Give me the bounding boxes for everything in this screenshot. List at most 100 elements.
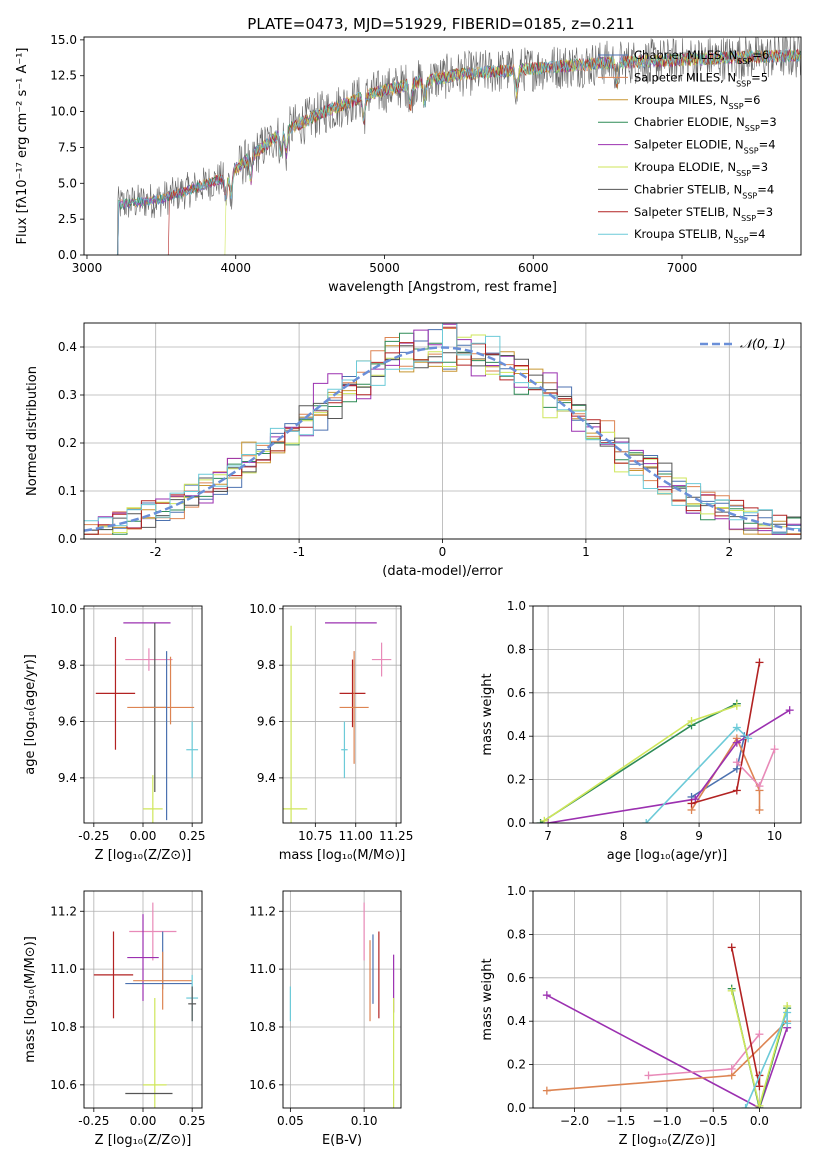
x-axis-label: wavelength [Angstrom, rest frame] <box>328 280 557 295</box>
legend-entry: Kroupa STELIB, NSSP=4 <box>634 227 765 245</box>
x-tick-label: -1 <box>293 545 305 559</box>
y-tick-label: 0.4 <box>58 340 77 354</box>
x-tick-label: 10.75 <box>298 829 332 843</box>
y-tick-label: 10.6 <box>249 1078 276 1092</box>
x-axis-label: E(B-V) <box>322 1133 362 1148</box>
plot-area <box>95 622 199 823</box>
x-axis-label: mass [log₁₀(M/M⊙)] <box>279 848 406 863</box>
x-axis-label: Z [log₁₀(Z/Z⊙)] <box>619 1133 716 1148</box>
spectrum-line-7 <box>167 48 801 255</box>
y-tick-label: 10.8 <box>249 1020 276 1034</box>
x-tick-label: 0.00 <box>130 829 157 843</box>
weight-line-3 <box>547 709 791 823</box>
x-tick-label: −0.5 <box>699 1114 728 1128</box>
x-tick-label: −1.0 <box>652 1114 681 1128</box>
x-tick-label: 0.0 <box>750 1114 769 1128</box>
y-tick-label: 0.8 <box>507 642 526 656</box>
legend-entry: Salpeter STELIB, NSSP=3 <box>634 205 773 223</box>
x-axis-label: (data-model)/error <box>382 564 503 579</box>
y-tick-label: 0.3 <box>58 388 77 402</box>
y-tick-label: 9.8 <box>257 658 276 672</box>
legend-entry: Kroupa ELODIE, NSSP=3 <box>634 160 768 178</box>
y-tick-label: 11.2 <box>50 904 77 918</box>
y-tick-label: 9.6 <box>58 715 77 729</box>
y-tick-label: 0.2 <box>507 1058 526 1072</box>
y-tick-label: 0.8 <box>507 927 526 941</box>
plot-area <box>283 622 392 823</box>
x-tick-label: 0.25 <box>179 829 206 843</box>
x-tick-label: 10 <box>767 829 782 843</box>
x-tick-label: 11.00 <box>339 829 373 843</box>
axes-residuals: -2 -1 0 1 2 0.0 0.1 0.2 0.3 0.4 (data-model)/error… <box>25 322 802 579</box>
axes-frame <box>532 605 802 824</box>
y-tick-label: 12.5 <box>50 69 77 83</box>
y-tick-label: 0.1 <box>58 484 77 498</box>
y-axis-label: mass weight <box>480 958 495 1040</box>
plot-area <box>93 902 199 1108</box>
weight-line-2 <box>540 702 738 823</box>
y-tick-label: 10.0 <box>50 602 77 616</box>
y-tick-label: 9.4 <box>257 771 276 785</box>
weight-line-5 <box>730 947 761 1087</box>
y-tick-label: 11.2 <box>249 904 276 918</box>
plot-area <box>116 37 801 255</box>
axes-mass_vs_ebv: 0.05 0.10 10.6 10.8 11.0 11.2 E(B-V) <box>249 890 402 1148</box>
x-tick-label: 6000 <box>518 261 549 275</box>
x-axis-label: age [log₁₀(age/yr)] <box>607 848 728 863</box>
x-tick-label: 0.00 <box>130 1114 157 1128</box>
axes-mw_vs_age: 7 8 9 10 0.0 0.2 0.4 0.6 0.8 1.0 age [log₁₀(age/yr… <box>480 599 802 863</box>
y-tick-label: 10.6 <box>50 1078 77 1092</box>
x-tick-label: 9 <box>695 829 703 843</box>
x-tick-label: −1.5 <box>606 1114 635 1128</box>
y-tick-label: 0.0 <box>58 532 77 546</box>
x-axis-label: Z [log₁₀(Z/Z⊙)] <box>95 848 192 863</box>
y-axis-label: mass weight <box>480 673 495 755</box>
y-tick-label: 0.0 <box>58 248 77 262</box>
y-tick-label: 10.0 <box>50 105 77 119</box>
y-tick-label: 10.8 <box>50 1020 77 1034</box>
y-tick-label: 15.0 <box>50 33 77 47</box>
axes-frame <box>282 605 402 824</box>
x-tick-label: 7 <box>544 829 552 843</box>
x-tick-label: 1 <box>582 545 590 559</box>
x-tick-label: 0.10 <box>351 1114 378 1128</box>
x-tick-label: 8 <box>620 829 628 843</box>
y-axis-label: age [log₁₀(age/yr)] <box>23 654 38 775</box>
weight-line-4 <box>543 705 738 822</box>
x-tick-label: 0.25 <box>179 1114 206 1128</box>
axes-age_vs_mass: 10.75 11.00 11.25 9.4 9.6 9.8 10.0 mass [log₁₀(… <box>249 602 413 863</box>
y-tick-label: 5.0 <box>58 176 77 190</box>
x-axis-label: Z [log₁₀(Z/Z⊙)] <box>95 1133 192 1148</box>
x-tick-label: 3000 <box>72 261 103 275</box>
axes-frame <box>282 890 402 1109</box>
y-axis-label: Flux [fλ10⁻¹⁷ erg cm⁻² s⁻¹ A⁻¹] <box>15 48 30 245</box>
histogram-step-8 <box>84 323 801 539</box>
weight-line-5 <box>691 662 761 805</box>
plot-area <box>536 658 794 823</box>
x-tick-label: 4000 <box>220 261 251 275</box>
weight-line-2 <box>648 1033 761 1077</box>
histogram-legend: 𝒩(0, 1) <box>700 336 786 351</box>
y-tick-label: 11.0 <box>249 962 276 976</box>
x-tick-label: 5000 <box>369 261 400 275</box>
plot-area <box>289 902 395 1108</box>
weight-line-6 <box>744 1012 788 1108</box>
axes-age_vs_Z: -0.25 0.00 0.25 9.4 9.6 9.8 10.0 Z [log₁₀(Z/Z⊙)… <box>23 602 206 863</box>
y-tick-label: 9.6 <box>257 715 276 729</box>
legend-entry: Salpeter ELODIE, NSSP=4 <box>634 138 776 156</box>
y-tick-label: 0.0 <box>507 1101 526 1115</box>
axes-mw_vs_Z: −2.0 −1.5 −1.0 −0.5 0.0 0.0 0.2 0.4 0.6 0.8 1.0 Z [… <box>480 884 802 1148</box>
x-tick-label: 2 <box>725 545 733 559</box>
y-tick-label: 0.2 <box>507 773 526 787</box>
x-tick-label: -2 <box>150 545 162 559</box>
y-tick-label: 0.0 <box>507 816 526 830</box>
y-tick-label: 9.4 <box>58 771 77 785</box>
axes-mass_vs_Z: -0.25 0.00 0.25 10.6 10.8 11.0 11.2 Z [log₁₀(Z/… <box>23 890 206 1148</box>
y-tick-label: 11.0 <box>50 962 77 976</box>
y-tick-label: 0.4 <box>507 1014 526 1028</box>
x-tick-label: 0.05 <box>277 1114 304 1128</box>
y-tick-label: 1.0 <box>507 599 526 613</box>
y-tick-label: 1.0 <box>507 884 526 898</box>
legend-entry: Kroupa MILES, NSSP=6 <box>634 93 760 111</box>
